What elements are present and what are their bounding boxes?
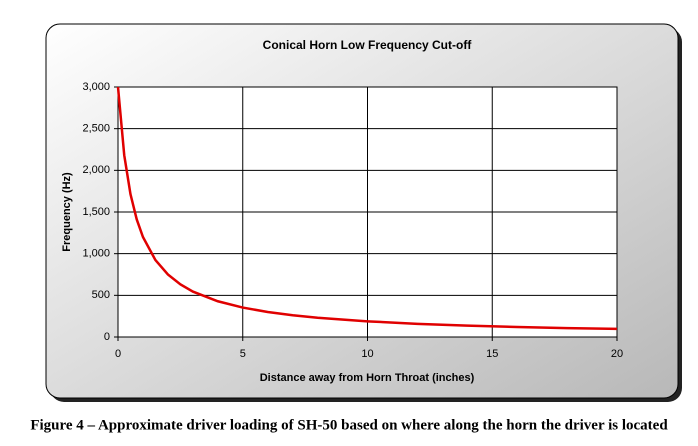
y-tick-label: 3,000	[82, 81, 110, 93]
x-axis-label: Distance away from Horn Throat (inches)	[260, 372, 475, 384]
y-tick-label: 0	[104, 331, 110, 343]
x-tick-label: 5	[240, 348, 246, 360]
chart-title: Conical Horn Low Frequency Cut-off	[263, 38, 473, 52]
x-tick-label: 20	[611, 348, 623, 360]
x-tick-label: 15	[486, 348, 498, 360]
figure-caption: Figure 4 – Approximate driver loading of…	[30, 417, 668, 433]
data-line	[116, 86, 618, 331]
x-tick-label: 0	[115, 348, 121, 360]
x-tick-label: 10	[361, 348, 373, 360]
y-tick-label: 2,500	[82, 123, 110, 135]
y-tick-label: 2,000	[82, 164, 110, 176]
y-tick-label: 1,500	[82, 206, 110, 218]
y-axis-label: Frequency (Hz)	[61, 172, 73, 252]
y-tick-label: 500	[92, 289, 110, 301]
y-tick-label: 1,000	[82, 248, 110, 260]
